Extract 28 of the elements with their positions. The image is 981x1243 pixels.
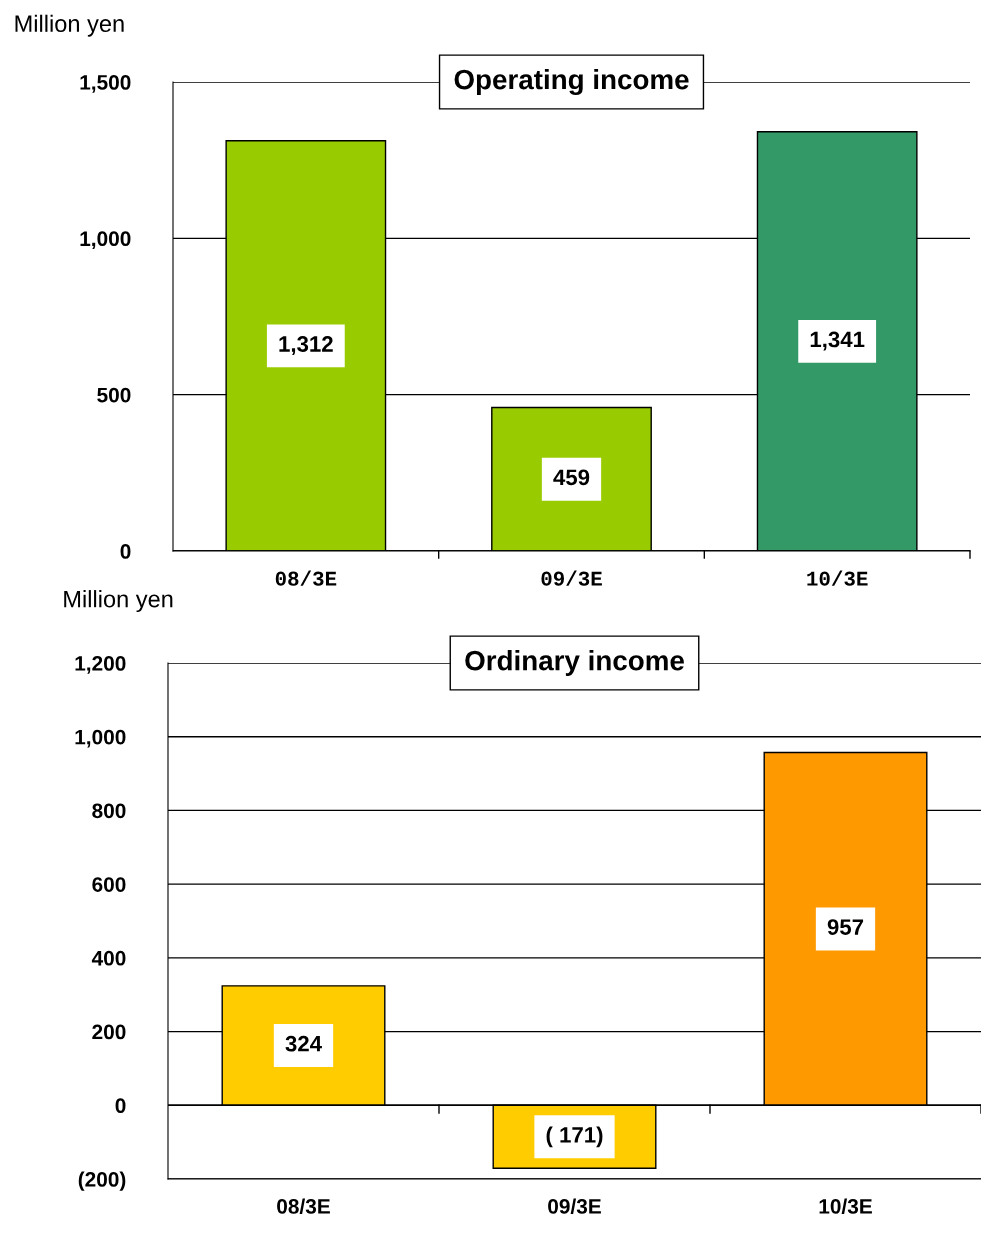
data-label: 324 [285,1035,322,1052]
y-tick-label: 500 [97,387,131,403]
chart-title: Ordinary income [465,650,684,676]
y-tick-label: 800 [92,803,126,819]
y-tick-label: 200 [92,1024,126,1040]
y-tick-label: 1,200 [75,656,126,674]
y-tick-label: 0 [115,1098,126,1114]
y-axis-title: Million yen [15,14,124,37]
y-tick-label: 1,500 [80,75,131,93]
x-tick-label: 09/3E [541,570,602,586]
x-tick-label: 09/3E [548,1198,601,1214]
y-axis-title: Million yen [64,590,173,613]
y-tick-label: 1,000 [80,231,131,250]
data-label: 1,341 [810,331,865,351]
y-tick-label: 0 [120,544,131,559]
y-tick-label: 600 [92,877,126,892]
y-tick-label: 1,000 [75,729,126,748]
data-label: 1,312 [279,336,333,356]
x-tick-label: 10/3E [807,570,868,586]
x-tick-label: 08/3E [277,1198,330,1214]
data-label: 459 [553,469,590,486]
data-label: ( 171) [546,1126,603,1148]
data-label: 957 [827,919,864,935]
y-tick-label: (200) [78,1171,126,1191]
chart-title: Operating income [454,68,689,96]
x-tick-label: 10/3E [819,1198,872,1214]
y-tick-label: 400 [91,950,126,966]
x-tick-label: 08/3E [275,570,337,586]
